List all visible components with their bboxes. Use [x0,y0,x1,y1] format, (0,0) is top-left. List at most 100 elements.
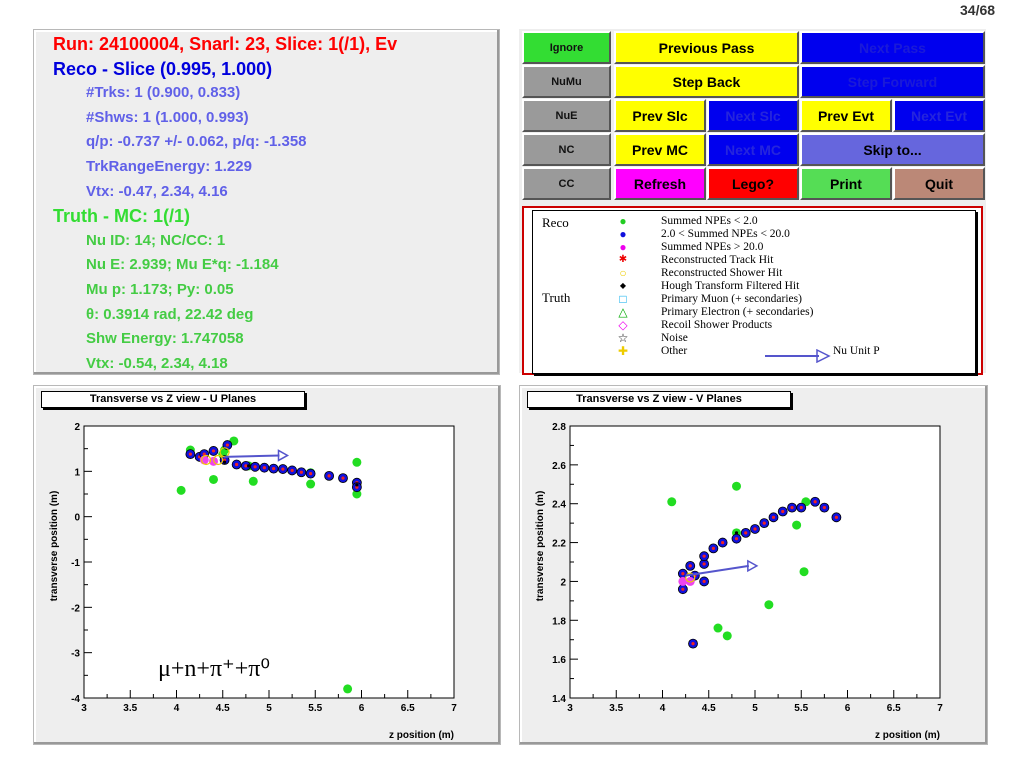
ignore-button[interactable]: Ignore [522,31,611,64]
u-nu-arrow [224,454,280,458]
event-info-panel: Run: 24100004, Snarl: 23, Slice: 1(/1), … [33,29,500,375]
u-plane-scatter: z position (m) transverse position (m) 3… [49,422,457,741]
u-point-track-hit [253,465,257,469]
v-point-green [799,567,809,577]
next-evt-button[interactable]: Next Evt [893,99,985,132]
u-point-track-hit [202,452,206,456]
u-y-tick-label: -4 [71,694,80,705]
v-point-green [732,481,741,491]
u-point-green [306,479,316,489]
u-point-shower-hit [201,454,212,466]
u-point-track-hit [235,462,239,467]
prev-mc-button[interactable]: Prev MC [614,133,706,166]
refresh-button[interactable]: Refresh [614,167,706,200]
u-y-tick-label: 0 [74,513,80,524]
run-line: Run: 24100004, Snarl: 23, Slice: 1(/1), … [53,34,398,54]
nue-button[interactable]: NuE [522,99,611,132]
u-point-track-hit [244,464,248,468]
v-nu-arrow-head [747,559,759,573]
v-frame [569,425,941,699]
truth-theta: θ: 0.3914 rad, 22.42 deg [86,305,254,323]
legend-entry: □ Primary Muon (+ secondaries) [533,293,973,307]
v-point-track-hit [734,537,739,541]
legend-entry: ● 2.0 < Summed NPEs < 20.0 [533,228,973,242]
v-point-shower-hit [685,572,696,583]
cc-button[interactable]: CC [522,167,611,200]
v-point-track-hit [744,531,748,535]
print-button[interactable]: Print [800,167,892,200]
u-plane-plot-panel: Transverse vs Z view - U Planes z positi… [33,385,501,745]
u-x-tick-label: 6.5 [401,703,415,714]
v-x-tick-label: 6.5 [887,703,901,714]
u-x-tick-label: 5 [266,703,272,714]
reco-vertex: Vtx: -0.47, 2.34, 4.16 [86,182,228,200]
v-point-magenta [678,576,688,586]
next-pass-button[interactable]: Next Pass [800,31,985,64]
u-point-hough [355,483,359,487]
u-plot-title: Transverse vs Z view - U Planes [41,391,305,408]
v-x-tick-label: 3.5 [609,703,623,714]
legend-entry: ☆ Noise [617,331,688,345]
v-y-tick-label: 2 [560,577,566,588]
v-point-track-hit [771,515,776,519]
u-point-green [343,684,353,694]
v-y-tick-label: 1.6 [552,655,566,666]
u-point-track-hit [299,470,303,474]
lego-button[interactable]: Lego? [707,167,799,200]
reco-tracks: #Trks: 1 (0.900, 0.833) [86,84,241,102]
truth-nu-energy: Nu E: 2.939; Mu E*q: -1.184 [86,256,279,274]
legend-entry: ○ Reconstructed Shower Hit [533,267,973,281]
next-mc-button[interactable]: Next MC [707,133,799,166]
v-point-green [713,623,723,633]
u-y-tick-label: -2 [71,603,80,614]
v-point-hough [734,531,739,535]
legend-entry: ● Summed NPEs > 20.0 [533,241,973,255]
reco-title: Reco - Slice (0.995, 1.000) [53,58,273,79]
u-point-track-hit [225,443,229,447]
yellow-circle-icon: ○ [619,266,627,280]
previous-pass-button[interactable]: Previous Pass [614,31,799,64]
u-point-green [209,474,218,484]
v-point-green [667,497,677,507]
skip-to-button[interactable]: Skip to... [800,133,985,166]
truth-vertex: Vtx: -0.54, 2.34, 4.18 [86,354,228,372]
v-point-track-hit [681,572,685,576]
v-point-track-hit [711,546,715,550]
u-point-track-hit [327,474,331,478]
quit-button[interactable]: Quit [893,167,985,200]
nc-button[interactable]: NC [522,133,611,166]
u-point-track-hit [309,472,313,476]
u-x-axis-label: z position (m) [389,730,454,741]
u-point-green [248,476,258,486]
step-back-button[interactable]: Step Back [614,65,799,98]
prev-slc-button[interactable]: Prev Slc [614,99,706,132]
blue-dot-icon: ● [619,227,627,241]
legend-reco-label: Reco [542,215,569,230]
v-y-tick-label: 1.8 [552,616,566,627]
v-plot-title: Transverse vs Z view - V Planes [527,391,791,408]
u-x-tick-label: 4 [174,703,180,714]
truth-title: Truth - MC: 1(/1) [53,206,190,227]
v-point-green [722,631,732,641]
next-slc-button[interactable]: Next Slc [707,99,799,132]
numu-button[interactable]: NuMu [522,65,611,98]
u-y-tick-label: 2 [74,422,80,433]
u-x-tick-label: 3 [81,703,87,714]
step-forward-button[interactable]: Step Forward [800,65,985,98]
v-y-tick-label: 2.8 [552,422,566,433]
prev-evt-button[interactable]: Prev Evt [800,99,892,132]
v-point-track-hit [702,554,706,558]
u-y-axis-label: transverse position (m) [49,491,60,602]
legend-entry: ◇ Recoil Shower Products [618,318,773,332]
legend-entry: △ Primary Electron (+ secondaries) [618,305,814,319]
red-star-icon: ✱ [618,254,628,265]
v-nu-arrow [685,564,750,577]
v-point-track-hit [813,500,817,504]
legend-entry: ◆ Hough Transform Filtered Hit [533,280,973,294]
u-point-green [352,489,362,499]
v-point-magenta [685,576,695,586]
u-x-tick-label: 6 [359,703,365,714]
nu-unit-p-arrow-icon [765,349,831,363]
green-dot-icon: ● [619,214,627,228]
v-x-tick-label: 4 [660,703,666,714]
